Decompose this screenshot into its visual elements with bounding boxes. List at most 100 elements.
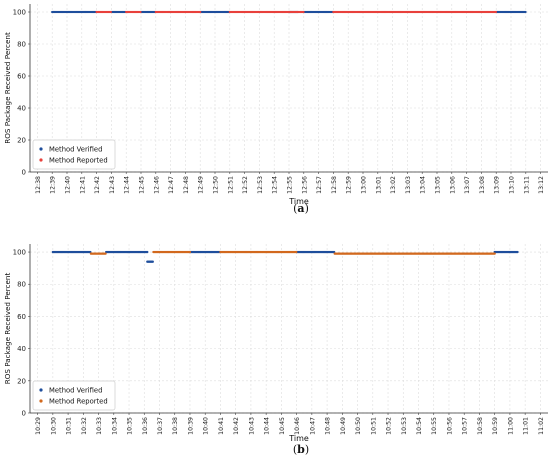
- y-tick-label: 20: [17, 377, 26, 385]
- chart-panel-b: 0 20 40 60 80 100 10:29 10:30 10:31 10:32 10:33 10:…: [3, 244, 548, 456]
- x-tick-label: 12:55: [287, 176, 294, 194]
- y-axis-title: ROS Package Received Percent: [3, 273, 12, 385]
- x-tick-label: 11:00: [507, 417, 514, 435]
- x-tick-label: 13:08: [479, 176, 486, 194]
- data-point: [104, 252, 107, 255]
- x-tick-label: 11:02: [538, 417, 545, 435]
- data-point: [524, 10, 527, 14]
- x-tick-label: 10:44: [264, 417, 271, 435]
- x-tick-label: 12:41: [79, 176, 86, 194]
- x-tick-label: 12:57: [316, 176, 323, 194]
- x-tick-label: 12:39: [50, 176, 57, 194]
- x-tick-label: 10:45: [279, 417, 286, 435]
- x-tick-label: 13:02: [390, 176, 397, 194]
- x-tick-label: 10:51: [370, 417, 377, 435]
- y-tick-label: 80: [17, 41, 26, 49]
- x-tick-label: 10:29: [35, 417, 42, 435]
- x-tick-label: 12:50: [213, 176, 220, 194]
- x-tick-label: 10:31: [66, 417, 73, 435]
- x-tick-label: 12:58: [331, 176, 338, 194]
- y-tick-label: 0: [22, 169, 26, 177]
- x-tick-label: 12:40: [65, 176, 72, 194]
- x-tick-label: 10:39: [187, 417, 194, 435]
- x-tick-label: 13:07: [464, 176, 471, 194]
- x-tick-label: 13:09: [494, 176, 501, 194]
- series-method-reported: [95, 10, 498, 14]
- panel-caption: (a): [293, 202, 309, 215]
- x-tick-label: 10:58: [477, 417, 484, 435]
- legend-label: Method Reported: [49, 398, 108, 406]
- data-point: [199, 10, 202, 14]
- y-axis-title: ROS Package Received Percent: [3, 32, 12, 144]
- data-point: [493, 252, 496, 255]
- x-axis-title: Time: [288, 197, 309, 206]
- legend-label: Method Verified: [49, 387, 102, 395]
- legend-box: [32, 380, 116, 411]
- x-tick-label: 13:06: [449, 176, 456, 194]
- data-point: [139, 10, 142, 14]
- data-point: [302, 10, 305, 14]
- x-tick-label: 12:48: [183, 176, 190, 194]
- x-tick-label: 10:43: [248, 417, 255, 435]
- y-tick-label: 20: [17, 137, 26, 145]
- x-tick-label: 10:38: [172, 417, 179, 435]
- x-tick-label: 11:01: [523, 417, 530, 435]
- y-tick-label: 40: [17, 345, 26, 353]
- x-tick-label: 12:51: [227, 176, 234, 194]
- x-tick-label: 10:37: [157, 417, 164, 435]
- x-tick-label: 10:42: [233, 417, 240, 435]
- data-point: [109, 10, 112, 14]
- legend-marker: [39, 388, 43, 392]
- x-tick-label: 13:00: [361, 176, 368, 194]
- x-tick-label: 10:34: [111, 417, 118, 435]
- x-tick-label: 10:53: [401, 417, 408, 435]
- legend: Method Verified Method Reported: [32, 139, 116, 170]
- x-tick-label: 13:05: [435, 176, 442, 194]
- x-tick-label: 12:59: [346, 176, 353, 194]
- data-point: [494, 10, 498, 14]
- x-tick-label: 12:49: [198, 176, 205, 194]
- y-tick-label: 40: [17, 105, 26, 113]
- x-tick-label: 10:47: [309, 417, 316, 435]
- x-tick-label: 12:46: [153, 176, 160, 194]
- x-tick-label: 12:44: [124, 176, 131, 194]
- x-tick-label: 10:30: [50, 417, 57, 435]
- y-tick-label: 60: [17, 313, 26, 321]
- x-tick-label: 13:12: [538, 176, 545, 194]
- x-tick-label: 12:47: [168, 176, 175, 194]
- x-tick-label: 12:53: [257, 176, 264, 194]
- x-tick-label: 10:50: [355, 417, 362, 435]
- x-tick-label: 10:40: [203, 417, 210, 435]
- legend-marker: [39, 158, 43, 162]
- data-point: [516, 250, 519, 254]
- x-tick-label: 10:55: [431, 417, 438, 435]
- x-tick-label: 10:41: [218, 417, 225, 435]
- y-tick-label: 60: [17, 73, 26, 81]
- chart-panel-a: 0 20 40 60 80 100 12:38 12:39 12:40 12:41 12:42 12:…: [3, 4, 548, 215]
- x-tick-label: 10:54: [416, 417, 423, 435]
- legend: Method Verified Method Reported: [32, 380, 116, 411]
- x-tick-label: 10:46: [294, 417, 301, 435]
- y-tick-label: 80: [17, 281, 26, 289]
- x-tick-label: 13:10: [509, 176, 516, 194]
- x-tick-label: 12:56: [301, 176, 308, 194]
- legend-label: Method Reported: [49, 157, 108, 165]
- x-tick-label: 12:42: [94, 176, 101, 194]
- x-tick-label: 12:52: [242, 176, 249, 194]
- x-tick-label: 10:52: [386, 417, 393, 435]
- x-tick-label: 12:43: [109, 176, 116, 194]
- y-tick-label: 100: [13, 249, 26, 257]
- x-tick-label: 13:01: [375, 176, 382, 194]
- series-method-reported: [89, 250, 496, 255]
- legend-marker: [39, 399, 43, 403]
- x-axis-title: Time: [288, 434, 309, 443]
- x-tick-label: 10:56: [446, 417, 453, 435]
- x-tick-label: 12:38: [35, 176, 42, 194]
- legend-label: Method Verified: [49, 146, 102, 154]
- data-point: [188, 250, 192, 254]
- x-tick-label: 10:59: [492, 417, 499, 435]
- x-tick-label: 10:33: [96, 417, 103, 435]
- x-tick-label: 13:11: [523, 176, 530, 194]
- x-tick-label: 10:32: [81, 417, 88, 435]
